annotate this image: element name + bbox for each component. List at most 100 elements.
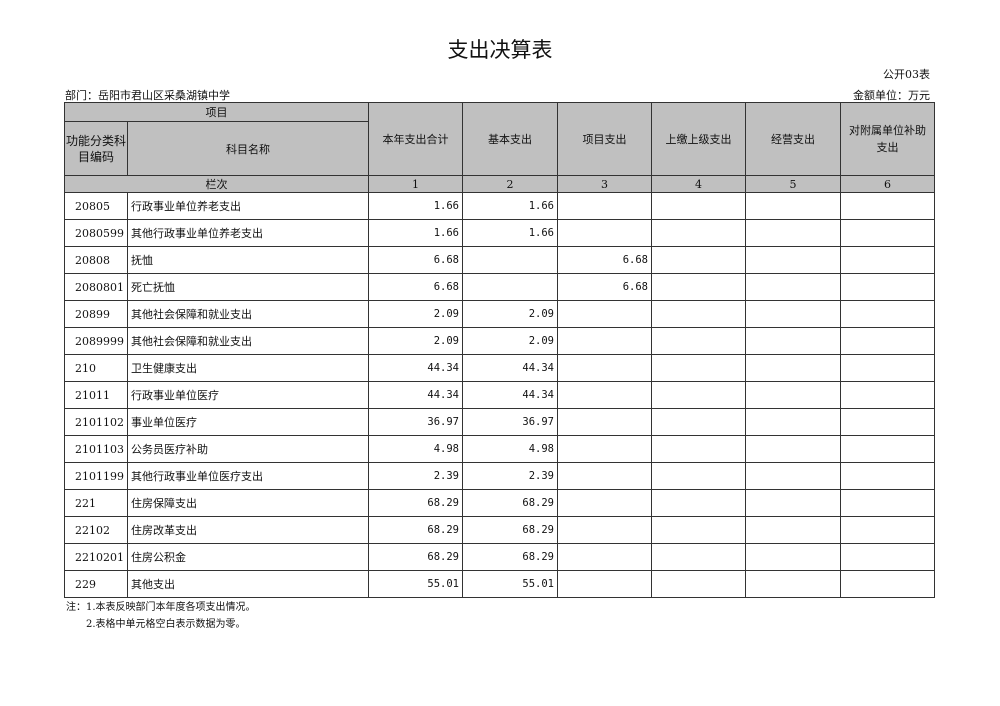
total-cell: 2.39 — [368, 462, 463, 490]
total-cell: 4.98 — [368, 435, 463, 463]
table-row: 2089999 其他社会保障和就业支出 2.09 2.09 — [64, 327, 935, 355]
subsidy-cell — [840, 489, 935, 517]
total-cell: 44.34 — [368, 381, 463, 409]
subsidy-cell — [840, 570, 935, 598]
upper-cell — [651, 570, 746, 598]
note-2: 2.表格中单元格空白表示数据为零。 — [86, 619, 246, 630]
total-cell: 68.29 — [368, 516, 463, 544]
upper-cell — [651, 300, 746, 328]
col-num: 4 — [651, 175, 746, 193]
notes: 注：1.本表反映部门本年度各项支出情况。 2.表格中单元格空白表示数据为零。 — [66, 599, 256, 633]
code-cell: 2210201 — [64, 543, 128, 571]
header-name: 科目名称 — [127, 121, 369, 176]
project-cell — [557, 327, 652, 355]
name-cell: 其他支出 — [127, 570, 369, 598]
business-cell — [745, 543, 841, 571]
code-cell: 20899 — [64, 300, 128, 328]
upper-cell — [651, 435, 746, 463]
subsidy-cell — [840, 462, 935, 490]
upper-cell — [651, 381, 746, 409]
subsidy-cell — [840, 273, 935, 301]
expenditure-table: 项目 本年支出合计 基本支出 项目支出 上缴上级支出 经营支出 对附属单位补助支… — [64, 102, 935, 598]
business-cell — [745, 219, 841, 247]
total-cell: 6.68 — [368, 246, 463, 274]
basic-cell: 55.01 — [462, 570, 558, 598]
name-cell: 住房保障支出 — [127, 489, 369, 517]
table-row: 210 卫生健康支出 44.34 44.34 — [64, 354, 935, 382]
basic-cell: 2.09 — [462, 327, 558, 355]
name-cell: 公务员医疗补助 — [127, 435, 369, 463]
table-row: 20805 行政事业单位养老支出 1.66 1.66 — [64, 192, 935, 220]
name-cell: 其他社会保障和就业支出 — [127, 327, 369, 355]
upper-cell — [651, 516, 746, 544]
table-row: 2210201 住房公积金 68.29 68.29 — [64, 543, 935, 571]
subsidy-cell — [840, 300, 935, 328]
business-cell — [745, 435, 841, 463]
upper-cell — [651, 489, 746, 517]
project-cell — [557, 435, 652, 463]
subsidy-cell — [840, 435, 935, 463]
table-row: 2080801 死亡抚恤 6.68 6.68 — [64, 273, 935, 301]
form-code: 公开03表 — [883, 68, 930, 81]
basic-cell — [462, 246, 558, 274]
table-row: 2080599 其他行政事业单位养老支出 1.66 1.66 — [64, 219, 935, 247]
name-cell: 行政事业单位医疗 — [127, 381, 369, 409]
page-title: 支出决算表 — [447, 38, 553, 62]
basic-cell: 68.29 — [462, 489, 558, 517]
project-cell — [557, 354, 652, 382]
code-cell: 2101102 — [64, 408, 128, 436]
name-cell: 其他行政事业单位养老支出 — [127, 219, 369, 247]
total-cell: 6.68 — [368, 273, 463, 301]
project-cell — [557, 381, 652, 409]
business-cell — [745, 327, 841, 355]
subsidy-cell — [840, 327, 935, 355]
basic-cell: 68.29 — [462, 543, 558, 571]
table-row: 2101103 公务员医疗补助 4.98 4.98 — [64, 435, 935, 463]
subsidy-cell — [840, 354, 935, 382]
basic-cell: 44.34 — [462, 354, 558, 382]
name-cell: 卫生健康支出 — [127, 354, 369, 382]
business-cell — [745, 516, 841, 544]
project-cell — [557, 516, 652, 544]
col-num: 5 — [745, 175, 841, 193]
header-upper: 上缴上级支出 — [651, 102, 746, 176]
header-item: 项目 — [64, 102, 369, 122]
total-cell: 44.34 — [368, 354, 463, 382]
code-cell: 2089999 — [64, 327, 128, 355]
project-cell — [557, 192, 652, 220]
upper-cell — [651, 408, 746, 436]
name-cell: 事业单位医疗 — [127, 408, 369, 436]
code-cell: 2101199 — [64, 462, 128, 490]
col-num: 3 — [557, 175, 652, 193]
total-cell: 1.66 — [368, 219, 463, 247]
basic-cell: 2.09 — [462, 300, 558, 328]
subsidy-cell — [840, 408, 935, 436]
table-row: 21011 行政事业单位医疗 44.34 44.34 — [64, 381, 935, 409]
header-subsidy: 对附属单位补助支出 — [840, 102, 935, 176]
table-row: 22102 住房改革支出 68.29 68.29 — [64, 516, 935, 544]
col-num: 1 — [368, 175, 463, 193]
name-cell: 死亡抚恤 — [127, 273, 369, 301]
code-cell: 2101103 — [64, 435, 128, 463]
col-num: 6 — [840, 175, 935, 193]
subsidy-cell — [840, 516, 935, 544]
total-cell: 55.01 — [368, 570, 463, 598]
upper-cell — [651, 462, 746, 490]
project-cell — [557, 408, 652, 436]
code-cell: 2080599 — [64, 219, 128, 247]
total-cell: 2.09 — [368, 300, 463, 328]
total-cell: 68.29 — [368, 543, 463, 571]
table-row: 2101102 事业单位医疗 36.97 36.97 — [64, 408, 935, 436]
total-cell: 2.09 — [368, 327, 463, 355]
code-cell: 22102 — [64, 516, 128, 544]
upper-cell — [651, 246, 746, 274]
subsidy-cell — [840, 192, 935, 220]
business-cell — [745, 570, 841, 598]
code-cell: 20808 — [64, 246, 128, 274]
header-business: 经营支出 — [745, 102, 841, 176]
code-cell: 2080801 — [64, 273, 128, 301]
total-cell: 68.29 — [368, 489, 463, 517]
name-cell: 住房改革支出 — [127, 516, 369, 544]
name-cell: 其他行政事业单位医疗支出 — [127, 462, 369, 490]
